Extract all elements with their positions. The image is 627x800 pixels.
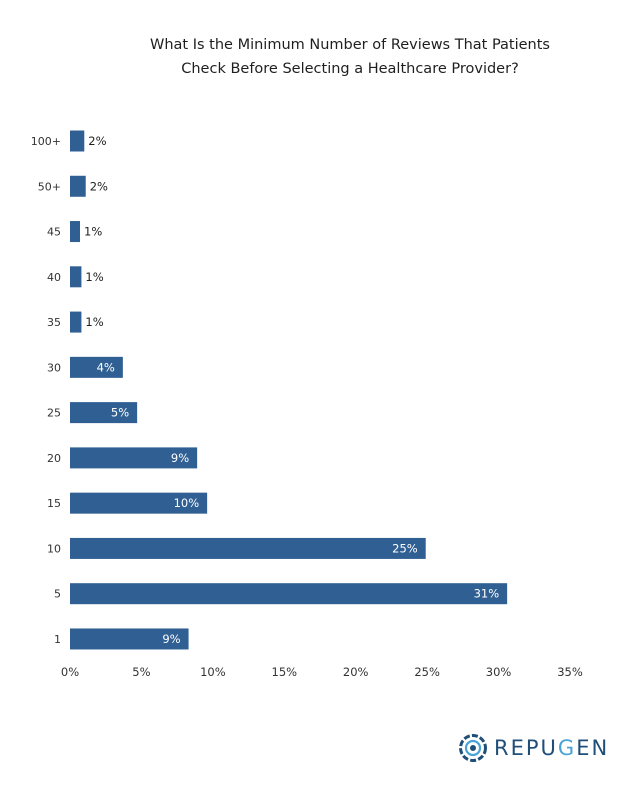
logo-text-part-2: G	[557, 736, 577, 760]
x-tick-label: 0%	[61, 665, 79, 679]
bar-value-label: 1%	[85, 270, 103, 284]
bar-1	[70, 628, 189, 650]
y-tick-label: 20	[47, 452, 61, 465]
bar-value-label: 10%	[174, 496, 200, 510]
bar-chart: 2%2%1%1%1%4%5%9%10%25%31%9% 100+50+45403…	[31, 130, 583, 679]
logo-text-part-1: REPU	[494, 736, 558, 760]
y-tick-label: 10	[47, 542, 61, 555]
bar-40	[70, 266, 82, 288]
bar-20	[70, 447, 198, 469]
y-tick-label: 30	[47, 361, 61, 374]
y-tick-label: 25	[47, 407, 61, 420]
y-tick-label: 35	[47, 316, 61, 329]
y-tick-label: 40	[47, 271, 61, 284]
x-tick-label: 20%	[343, 665, 369, 679]
bar-value-label: 2%	[88, 134, 106, 148]
x-tick-label: 30%	[486, 665, 512, 679]
bar-25	[70, 402, 138, 424]
bar-5	[70, 583, 508, 605]
bar-value-label: 25%	[392, 541, 418, 555]
x-tick-label: 10%	[200, 665, 226, 679]
bar-35	[70, 311, 82, 333]
y-tick-label: 1	[54, 633, 61, 646]
bar-value-label: 2%	[90, 179, 108, 193]
y-tick-label: 15	[47, 497, 61, 510]
y-tick-label: 100+	[31, 135, 61, 148]
y-tick-label: 50+	[38, 180, 61, 193]
logo-text-part-3: EN	[576, 736, 610, 760]
x-tick-label: 5%	[132, 665, 150, 679]
bar-30	[70, 356, 123, 378]
bar-value-label: 1%	[85, 315, 103, 329]
chart-title-line-2: Check Before Selecting a Healthcare Prov…	[181, 61, 519, 77]
bar-value-label: 9%	[171, 451, 189, 465]
y-tick-label: 5	[54, 588, 61, 601]
bar-100+	[70, 130, 85, 152]
bar-10	[70, 537, 426, 559]
repugen-logo-icon	[459, 734, 487, 762]
y-tick-label: 45	[47, 226, 61, 239]
repugen-logo: REPUGEN	[458, 730, 609, 766]
x-tick-label: 15%	[272, 665, 298, 679]
chart-title-line-1: What Is the Minimum Number of Reviews Th…	[150, 37, 550, 53]
bar-value-label: 9%	[162, 632, 180, 646]
y-tick-labels: 100+ 50+ 45 40 35 30 25 20 15 10 5 1	[31, 135, 61, 646]
bar-value-label: 5%	[111, 406, 129, 420]
repugen-logo-text: REPUGEN	[494, 736, 609, 760]
x-tick-labels: 0% 5% 10% 15% 20% 25% 30% 35%	[61, 665, 583, 679]
bar-value-label: 1%	[84, 225, 102, 239]
bar-15	[70, 492, 208, 514]
bar-value-label: 4%	[97, 360, 115, 374]
bar-50+	[70, 175, 86, 197]
bar-value-label: 31%	[474, 587, 500, 601]
x-tick-label: 35%	[557, 665, 583, 679]
chart-title: What Is the Minimum Number of Reviews Th…	[90, 33, 610, 81]
x-tick-label: 25%	[414, 665, 440, 679]
bar-45	[70, 221, 80, 243]
bars: 2% 2% 1% 1% 1% 4% 5% 9% 10% 25% 31% 9%	[70, 130, 508, 650]
